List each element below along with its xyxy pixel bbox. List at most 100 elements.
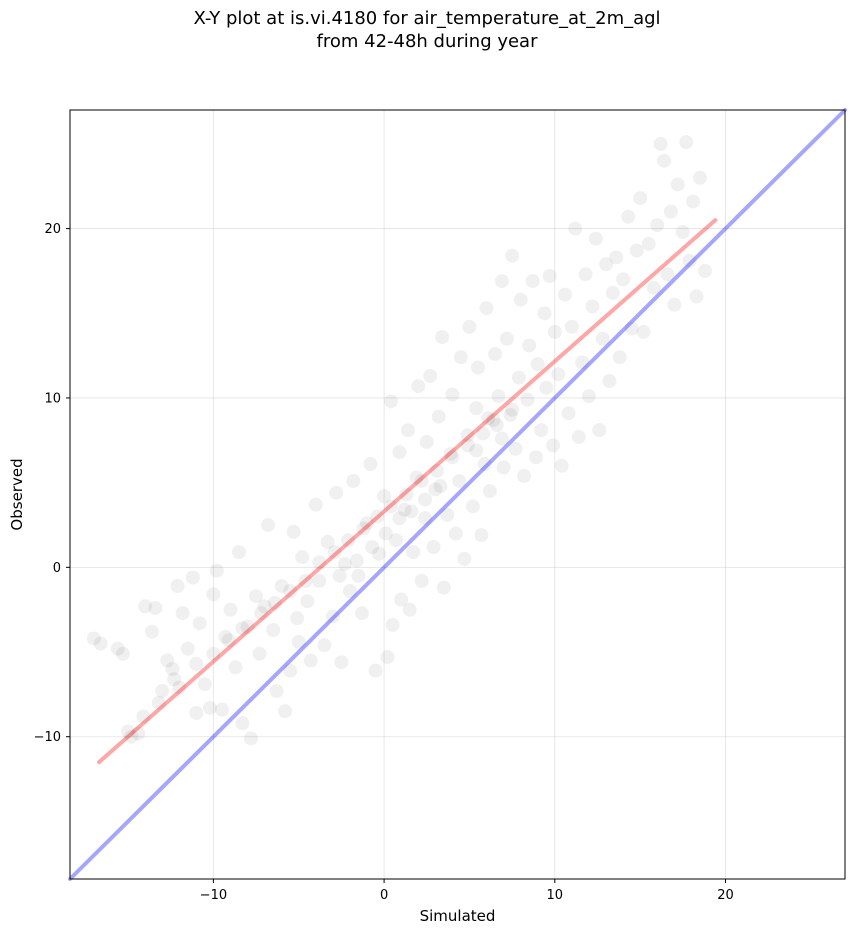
- data-point: [167, 672, 182, 687]
- data-point: [698, 263, 713, 278]
- data-point: [370, 509, 385, 524]
- data-point: [534, 423, 549, 438]
- data-point: [491, 389, 506, 404]
- data-point: [351, 568, 366, 583]
- data-point: [616, 272, 631, 287]
- data-point: [494, 274, 509, 289]
- data-point: [406, 545, 421, 560]
- data-point: [508, 441, 523, 456]
- data-point: [575, 355, 590, 370]
- x-tick-label: 10: [547, 888, 564, 903]
- data-point: [494, 431, 509, 446]
- data-point: [385, 617, 400, 632]
- x-tick-label: 20: [717, 888, 734, 903]
- data-point: [286, 524, 301, 539]
- data-point: [368, 663, 383, 678]
- data-point: [180, 641, 195, 656]
- data-point: [426, 540, 441, 555]
- data-point: [443, 446, 458, 461]
- scatter-points: [86, 135, 713, 746]
- data-point: [547, 324, 562, 339]
- data-point: [298, 573, 313, 588]
- data-point: [460, 428, 475, 443]
- data-point: [641, 236, 656, 251]
- data-point: [561, 406, 576, 421]
- data-point: [312, 573, 327, 588]
- data-point: [206, 587, 221, 602]
- data-point: [505, 248, 520, 263]
- data-point: [414, 473, 429, 488]
- data-point: [197, 677, 212, 692]
- data-point: [692, 170, 707, 185]
- data-point: [602, 374, 617, 389]
- data-point: [448, 526, 463, 541]
- data-point: [365, 540, 380, 555]
- data-point: [221, 633, 236, 648]
- data-point: [633, 191, 648, 206]
- data-point: [235, 621, 250, 636]
- y-tick-label: 0: [53, 561, 61, 576]
- data-point: [148, 600, 163, 615]
- data-point: [291, 634, 306, 649]
- data-point: [539, 380, 554, 395]
- data-point: [585, 299, 600, 314]
- data-point: [605, 285, 620, 300]
- data-point: [389, 533, 404, 548]
- data-point: [686, 194, 701, 209]
- data-point: [537, 306, 552, 321]
- data-point: [423, 368, 438, 383]
- data-point: [295, 550, 310, 565]
- data-point: [457, 551, 472, 566]
- data-point: [252, 646, 267, 661]
- data-point: [445, 387, 460, 402]
- data-point: [469, 401, 484, 416]
- data-point: [214, 702, 229, 717]
- data-point: [206, 646, 221, 661]
- data-point: [257, 599, 272, 614]
- data-point: [185, 570, 200, 585]
- data-point: [93, 636, 108, 651]
- data-point: [592, 423, 607, 438]
- data-point: [624, 321, 639, 336]
- data-point: [595, 331, 610, 346]
- data-point: [332, 568, 347, 583]
- data-point: [320, 534, 335, 549]
- data-point: [505, 402, 520, 417]
- y-tick-label: 20: [44, 222, 61, 237]
- data-point: [231, 545, 246, 560]
- data-point: [240, 619, 255, 634]
- data-point: [267, 595, 282, 610]
- data-point: [481, 411, 496, 426]
- plot-frame: [69, 109, 846, 880]
- data-point: [209, 563, 224, 578]
- data-point: [261, 517, 276, 532]
- data-point: [488, 346, 503, 361]
- data-point: [151, 695, 166, 710]
- data-point: [433, 479, 448, 494]
- data-point: [689, 289, 704, 304]
- data-point: [356, 521, 371, 536]
- data-point: [342, 584, 357, 599]
- data-point: [453, 350, 468, 365]
- data-point: [581, 389, 596, 404]
- data-point: [283, 584, 298, 599]
- data-point: [392, 445, 407, 460]
- data-point: [383, 394, 398, 409]
- data-point: [312, 555, 327, 570]
- data-point: [418, 511, 433, 526]
- data-point: [411, 379, 426, 394]
- data-point: [663, 204, 678, 219]
- data-point: [380, 650, 395, 665]
- data-point: [469, 443, 484, 458]
- data-point: [564, 319, 579, 334]
- data-point: [325, 609, 340, 624]
- data-point: [121, 724, 136, 739]
- data-point: [383, 499, 398, 514]
- axis-ticks: −10 0 10 20 −10 0 10 20: [34, 222, 734, 903]
- data-point: [290, 611, 305, 626]
- data-point: [571, 429, 586, 444]
- data-point: [144, 624, 159, 639]
- x-tick-label: 0: [380, 888, 388, 903]
- data-point: [517, 468, 532, 483]
